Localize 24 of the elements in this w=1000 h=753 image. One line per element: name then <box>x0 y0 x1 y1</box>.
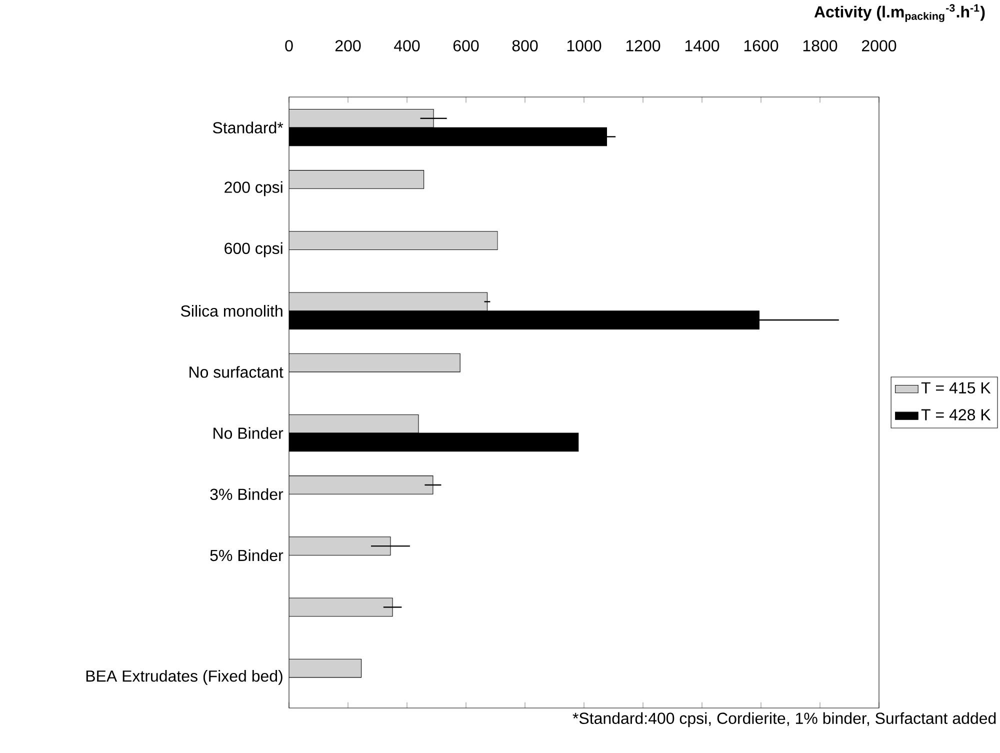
legend-label: T = 428 K <box>921 409 991 420</box>
y-tick-label: No Binder <box>214 427 284 439</box>
x-tick-label: 0 <box>285 40 293 52</box>
x-tick-label: 800 <box>512 40 538 52</box>
y-tick-label: 600 cpsi <box>224 242 282 258</box>
x-tick-label: 200 <box>335 40 361 52</box>
legend-label: T = 415 K <box>921 382 991 394</box>
x-tick-label: 1800 <box>803 40 838 52</box>
y-tick-label: 5% Binder <box>210 549 284 562</box>
y-tick-label: 3% Binder <box>210 488 284 500</box>
x-tick-label: 1200 <box>626 40 660 52</box>
x-tick-label: 1000 <box>567 40 602 52</box>
x-tick-label: 400 <box>394 40 420 52</box>
y-tick-label: Silica monolith <box>180 304 282 317</box>
y-tick-label: No surfactant <box>190 366 284 378</box>
y-tick-label: 200 cpsi <box>224 181 282 196</box>
x-tick-label: 1400 <box>685 40 720 52</box>
x-tick-label: 2000 <box>862 40 896 52</box>
x-axis-title: Activity (l.m$_{packing}$$^{-3}$.h$^{-1}$) <box>814 4 985 22</box>
y-tick-label: BEA Extrudates (Fixed bed) <box>86 670 282 685</box>
x-tick-label: 600 <box>453 40 479 52</box>
text: *Standard:400 cpsi, Cordierite, 1% binder, Surfactant added <box>572 712 996 728</box>
y-tick-label: Standard* <box>212 122 284 134</box>
x-tick-label: 1600 <box>744 40 778 52</box>
